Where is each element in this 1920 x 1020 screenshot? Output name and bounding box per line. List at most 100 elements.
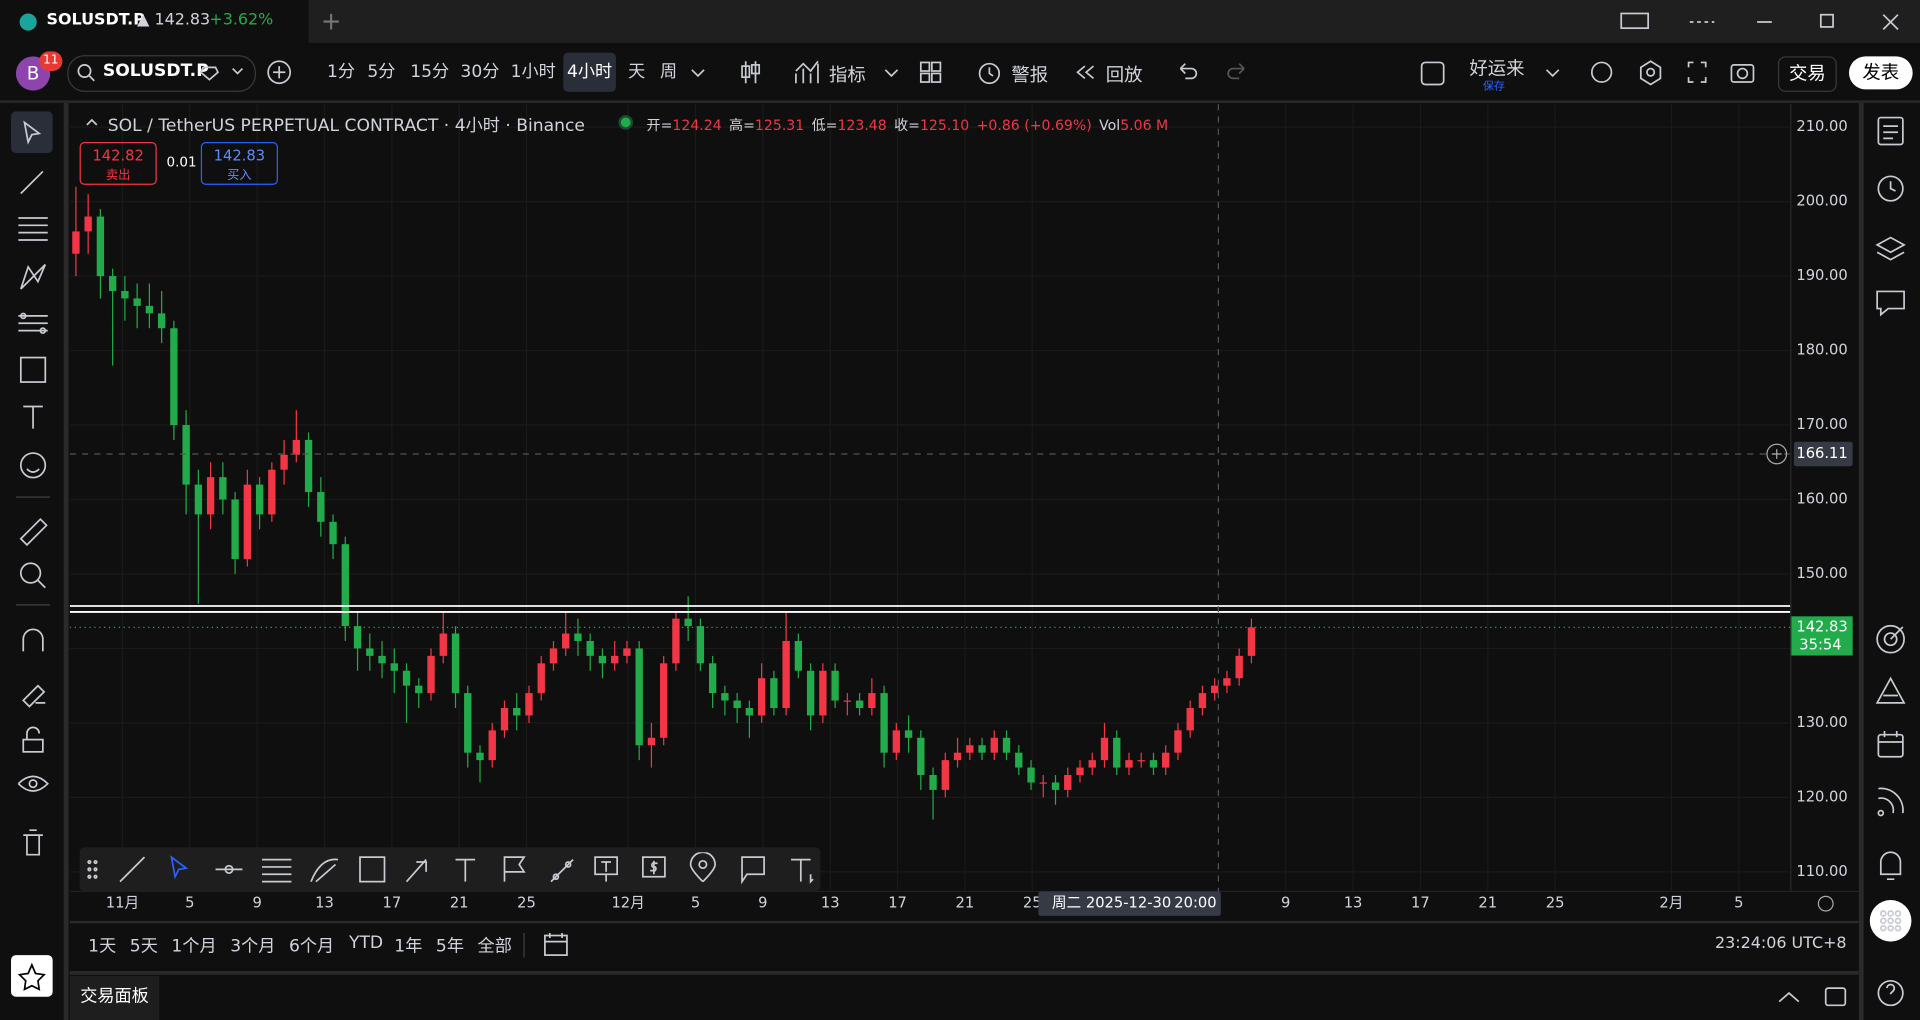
candle-body xyxy=(1137,760,1145,762)
candle-body xyxy=(231,499,239,560)
candle-body xyxy=(966,745,974,753)
candle-body xyxy=(243,484,252,560)
apps-icon xyxy=(1879,910,1902,932)
x-tick-label: 9 xyxy=(1281,895,1290,912)
candle-body xyxy=(182,425,190,485)
x-tick-label: 21 xyxy=(450,895,469,912)
candle-body xyxy=(623,648,631,656)
sell-button[interactable]: 142.82 卖出 xyxy=(79,142,157,185)
candle-body xyxy=(96,216,105,277)
sell-label: 卖出 xyxy=(105,168,131,183)
x-tick-label: 13 xyxy=(315,895,334,912)
range-button[interactable]: 3个月 xyxy=(230,936,276,957)
interval-button[interactable]: 15分 xyxy=(410,62,450,83)
candle-body xyxy=(488,730,496,761)
new-tab[interactable]: + xyxy=(320,6,342,36)
candle-body xyxy=(794,640,803,671)
candle-body xyxy=(513,708,521,716)
drawing-tools[interactable] xyxy=(16,118,50,865)
interval-button[interactable]: 30分 xyxy=(460,62,500,83)
chart-pane[interactable]: 110.00120.00130.00140.00150.00160.00170.… xyxy=(69,104,1859,924)
indicators-menu[interactable] xyxy=(883,64,900,81)
candle-body xyxy=(84,216,92,232)
alert-button[interactable]: 警报 xyxy=(1011,63,1049,86)
top-right-icons[interactable] xyxy=(1588,59,1759,86)
interval-button[interactable]: 周 xyxy=(660,62,678,83)
interval-button[interactable]: 4小时 xyxy=(563,52,616,92)
layout-menu[interactable] xyxy=(1544,64,1561,81)
candle-body xyxy=(427,655,435,694)
x-tick-label: 21 xyxy=(956,895,975,912)
symbol-search[interactable] xyxy=(67,55,256,92)
candle-body xyxy=(806,670,815,716)
range-tools[interactable] xyxy=(522,931,571,960)
candle-body xyxy=(1125,760,1133,768)
apps-button[interactable] xyxy=(1869,900,1912,942)
publish-button[interactable]: 发表 xyxy=(1848,56,1913,90)
range-button[interactable]: 1年 xyxy=(394,936,423,957)
candle-body xyxy=(672,618,680,664)
range-button[interactable]: 1天 xyxy=(88,936,117,957)
layouts-button[interactable] xyxy=(918,60,942,84)
y-tick-label: 160.00 xyxy=(1796,490,1847,507)
interval-menu[interactable] xyxy=(689,64,706,81)
buy-button[interactable]: 142.83 买入 xyxy=(200,142,278,185)
x-tick-label: 13 xyxy=(821,895,840,912)
ohlc-label: 高= xyxy=(729,116,755,134)
undo-redo[interactable] xyxy=(1176,61,1249,83)
range-button[interactable]: 全部 xyxy=(477,936,512,957)
toolbar-separators xyxy=(15,496,51,606)
candle-body xyxy=(415,685,423,694)
candle-body xyxy=(451,633,460,694)
watchlist-star[interactable] xyxy=(11,955,53,997)
interval-button[interactable]: 1小时 xyxy=(510,62,556,83)
range-button[interactable]: 1个月 xyxy=(171,936,217,957)
candle-body xyxy=(1015,752,1023,768)
interval-button[interactable]: 5分 xyxy=(367,62,396,83)
chart-type[interactable] xyxy=(738,59,762,86)
ohlc-value: 125.10 xyxy=(919,116,970,134)
y-tick-label: 210.00 xyxy=(1796,118,1847,135)
candle-body xyxy=(880,693,888,753)
range-button[interactable]: 6个月 xyxy=(288,936,335,957)
range-button[interactable]: YTD xyxy=(348,933,384,953)
candle-body xyxy=(145,305,154,314)
last-price-tag xyxy=(1790,616,1853,656)
tab[interactable] xyxy=(0,0,309,43)
crosshair-time-tag xyxy=(1038,891,1221,916)
alert-icon xyxy=(978,62,1001,85)
range-button[interactable]: 5年 xyxy=(435,936,464,957)
cursor-tool-active[interactable] xyxy=(11,111,53,154)
candle-body xyxy=(611,655,619,664)
spread: 0.01 xyxy=(166,154,197,171)
buy-label: 买入 xyxy=(227,168,252,183)
replay-button[interactable]: 回放 xyxy=(1105,63,1143,86)
title-bar xyxy=(0,0,1920,43)
candle-body xyxy=(770,678,778,709)
y-tick-label: 170.00 xyxy=(1796,416,1847,433)
compare-button[interactable] xyxy=(266,59,293,86)
floating-draw-tools[interactable] xyxy=(83,852,818,886)
crosshair-price-label: 166.11 xyxy=(1796,445,1847,462)
volume-value: 5.06 M xyxy=(1120,116,1169,134)
candle-body xyxy=(831,670,839,701)
interval-button[interactable]: 1分 xyxy=(326,62,356,83)
candle-body xyxy=(757,678,766,716)
tab-price: ▲ 142.83 xyxy=(137,11,211,30)
range-button[interactable]: 5天 xyxy=(129,936,158,957)
interval-button[interactable]: 天 xyxy=(628,62,646,83)
candle-body xyxy=(598,655,607,664)
trade-button[interactable]: 交易 xyxy=(1777,56,1837,92)
panel-controls[interactable] xyxy=(1776,984,1849,1011)
x-tick-label: 25 xyxy=(517,895,536,912)
indicators-button[interactable]: 指标 xyxy=(828,63,866,86)
candle-body xyxy=(133,298,141,306)
layout-name[interactable]: 好运来 xyxy=(1469,57,1525,80)
candle-body xyxy=(1186,708,1194,731)
bottom-panel xyxy=(69,971,1859,1020)
legend-collapse[interactable] xyxy=(82,113,102,133)
sync-toggle[interactable] xyxy=(1419,60,1446,87)
panel-tab[interactable]: 交易面板 xyxy=(69,975,160,1020)
sidebar-icons[interactable] xyxy=(1873,113,1910,1007)
x-tick-label: 5 xyxy=(691,895,700,912)
